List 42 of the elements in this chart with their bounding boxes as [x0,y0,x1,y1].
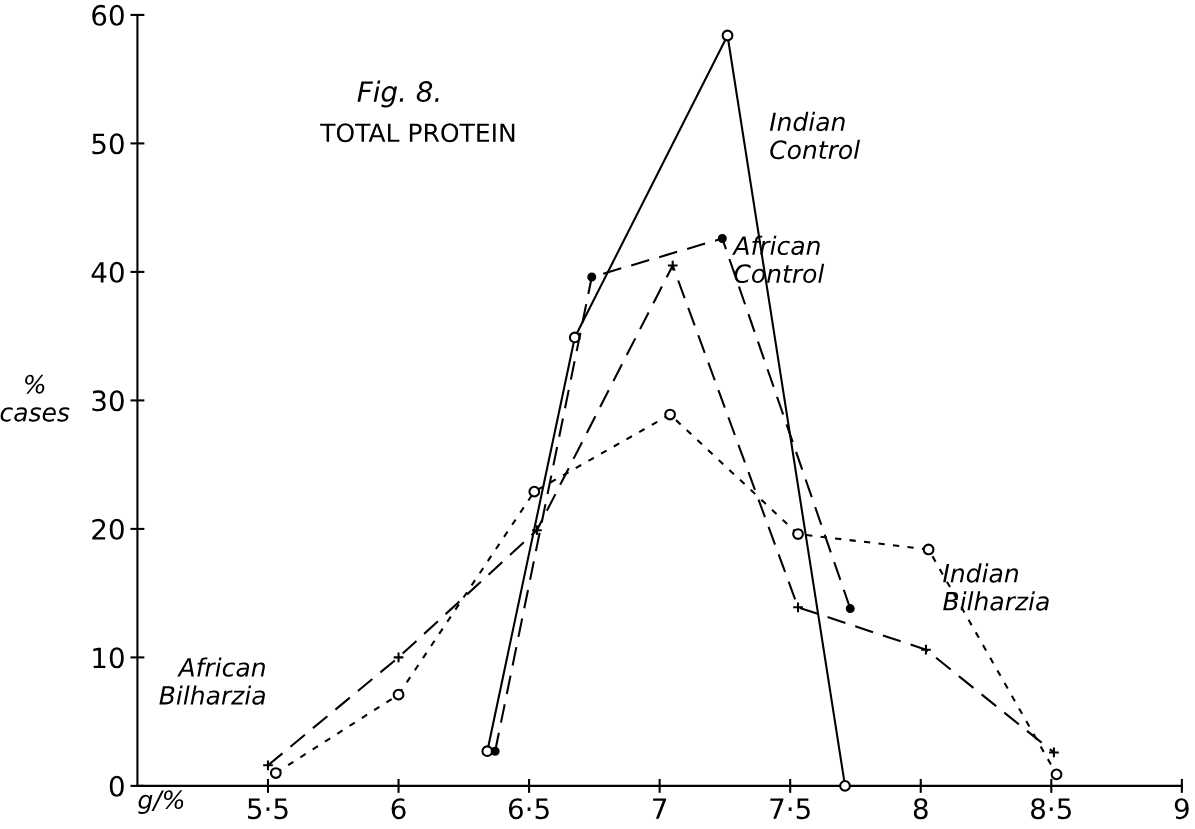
point [269,767,282,779]
point [587,272,597,282]
y-tick-label: 20 [92,518,124,540]
x-tick-label: 8·5 [1031,798,1071,820]
y-tick-label: 50 [92,133,124,155]
point [920,643,932,656]
x-tick-label: 6·5 [508,798,549,820]
y-tick-label: 10 [93,647,124,669]
point [392,651,405,664]
y-tick-label: 0 [109,775,124,797]
text: TOTAL PROTEIN [320,123,515,143]
point [664,408,676,421]
point [490,746,500,756]
text: Fig. 8. [357,80,439,108]
x-tick-label: 7·5 [770,798,810,820]
point [392,688,405,701]
point [528,485,541,498]
y-axis-title: % cases [0,374,70,422]
point [666,259,679,272]
series-label: African Bilharzia [159,657,265,705]
y-tick-label: 40 [91,261,124,283]
point [845,604,855,614]
series-label: Indian Bilharzia [943,563,1049,611]
x-axis-title: g/% [138,790,184,814]
point [792,601,804,614]
series-label: Indian Control [769,111,860,160]
point [1050,768,1063,781]
x-tick-label: 6 [391,798,406,820]
point [721,29,734,42]
point [839,779,851,792]
y-tick-label: 60 [92,4,124,26]
point [481,745,494,758]
x-tick-label: 9 [1174,798,1189,820]
point [922,543,935,556]
point [1048,746,1060,759]
x-tick-label: 5·5 [248,798,288,820]
point [792,528,804,540]
x-tick-label: 8 [913,798,928,820]
point [717,233,727,244]
y-tick-label: 30 [92,390,124,412]
x-tick-label: 7 [653,798,667,819]
point [262,759,274,772]
